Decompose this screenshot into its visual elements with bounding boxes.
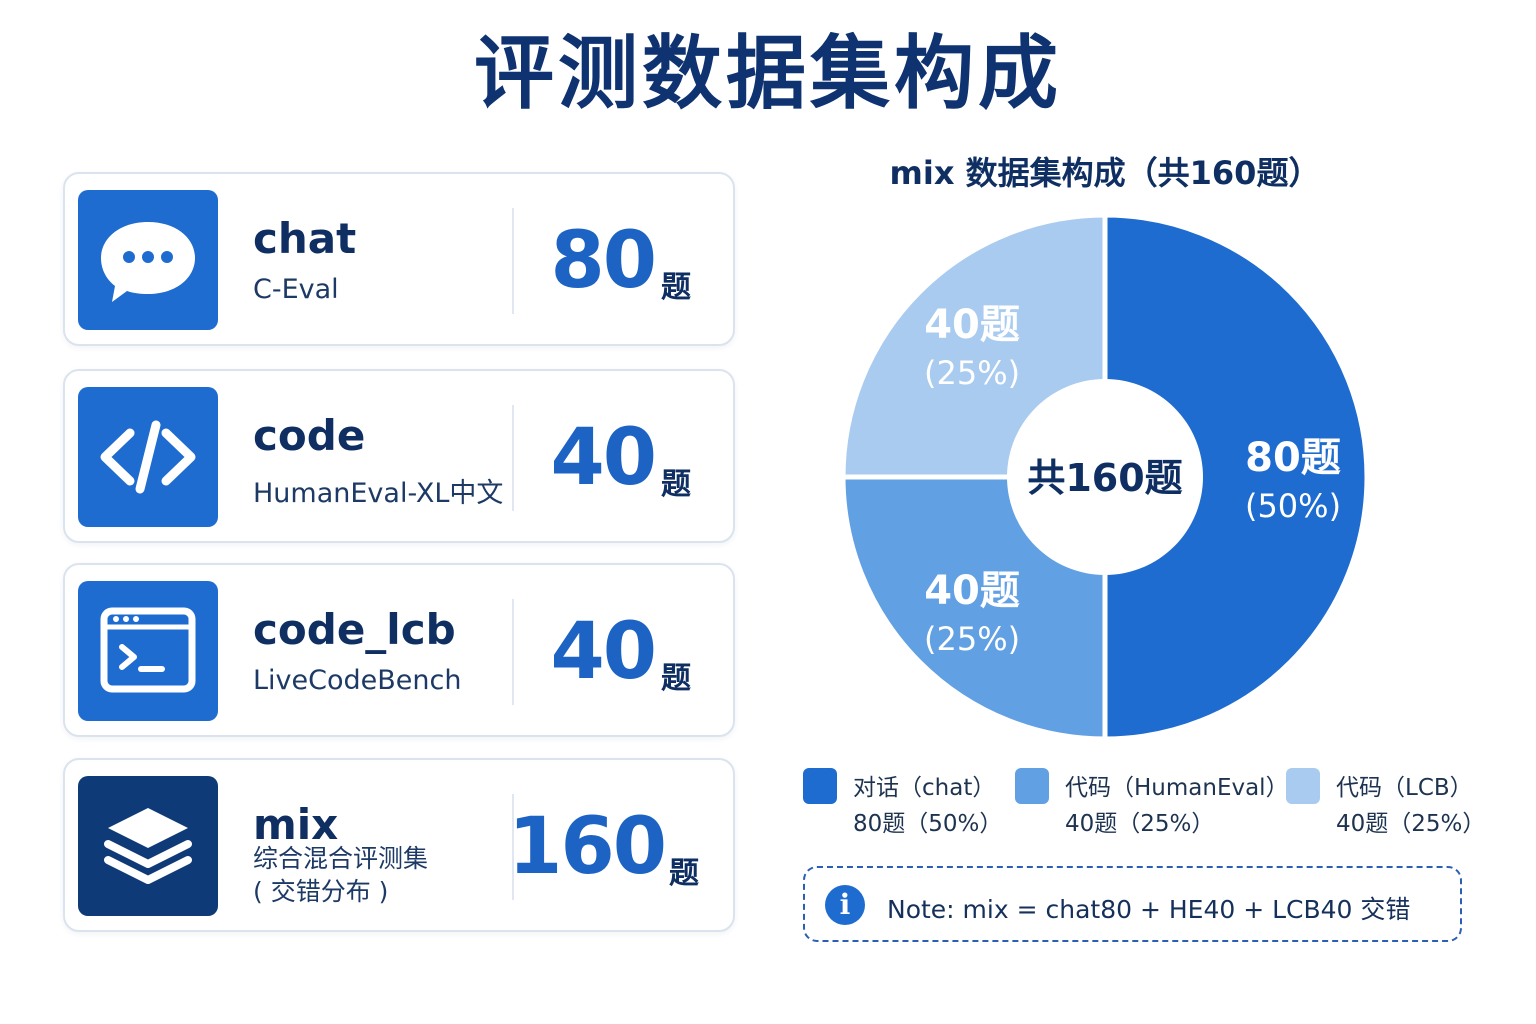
pie-chart: 80题 (50%) 40题 (25%) 40题 (25%) 共160题 (840, 212, 1370, 742)
legend-label: 代码（LCB） (1336, 775, 1473, 801)
slice-percent-label: (25%) (924, 620, 1020, 658)
count-unit: 题 (669, 856, 699, 891)
dataset-source-line: ( 交错分布 ) (253, 877, 389, 906)
dataset-source: 综合混合评测集 ( 交错分布 ) (253, 842, 513, 908)
dataset-card-chat: chat C-Eval 80 题 (63, 172, 735, 346)
legend-value: 80题（50%） (853, 811, 1003, 837)
dataset-name: code_lcb (253, 605, 456, 654)
slice-count-label: 80题 (1245, 435, 1341, 481)
dataset-count: 80 (550, 216, 657, 306)
count-unit: 题 (661, 467, 691, 502)
legend-label: 代码（HumanEval） (1065, 775, 1289, 801)
note-text: Note: mix = chat80 + HE40 + LCB40 交错 (887, 895, 1411, 924)
legend-swatch (1015, 768, 1049, 804)
divider (512, 599, 514, 705)
legend-swatch (1286, 768, 1320, 804)
dataset-source: LiveCodeBench (253, 665, 462, 696)
terminal-window-icon (78, 581, 218, 721)
note-box: i Note: mix = chat80 + HE40 + LCB40 交错 (803, 866, 1462, 942)
page-title: 评测数据集构成 (474, 27, 1062, 120)
chart-title: mix 数据集构成（共160题） (889, 154, 1321, 192)
dataset-name: code (253, 411, 366, 460)
dataset-source-line: 综合混合评测集 (253, 844, 429, 873)
legend-value: 40题（25%） (1065, 811, 1215, 837)
legend-value: 40题（25%） (1336, 811, 1486, 837)
dataset-source: C-Eval (253, 274, 339, 305)
dataset-card-code: code HumanEval-XL中文 40 题 (63, 369, 735, 543)
legend-swatch (803, 768, 837, 804)
slice-percent-label: (50%) (1245, 487, 1341, 525)
center-total-label: 共160题 (1027, 456, 1182, 500)
divider (512, 405, 514, 511)
dataset-source: HumanEval-XL中文 (253, 478, 504, 509)
divider (512, 208, 514, 314)
count-unit: 题 (661, 661, 691, 696)
dataset-count: 40 (550, 607, 657, 697)
dataset-name: chat (253, 214, 357, 263)
chat-bubble-icon (78, 190, 218, 330)
slice-count-label: 40题 (924, 302, 1020, 348)
count-unit: 题 (661, 270, 691, 305)
legend-label: 对话（chat） (853, 775, 996, 801)
layers-stack-icon (78, 776, 218, 916)
slice-percent-label: (25%) (924, 354, 1020, 392)
dataset-count: 160 (508, 802, 667, 892)
donut-hole (1007, 379, 1203, 575)
code-brackets-icon (78, 387, 218, 527)
pie-slice (1102, 212, 1370, 742)
slice-count-label: 40题 (924, 568, 1020, 614)
dataset-card-code-lcb: code_lcb LiveCodeBench 40 题 (63, 563, 735, 737)
info-icon: i (825, 885, 865, 925)
dataset-card-mix: mix 综合混合评测集 ( 交错分布 ) 160 题 (63, 758, 735, 932)
divider (512, 794, 514, 900)
dataset-count: 40 (550, 413, 657, 503)
dataset-name: mix (253, 800, 339, 849)
